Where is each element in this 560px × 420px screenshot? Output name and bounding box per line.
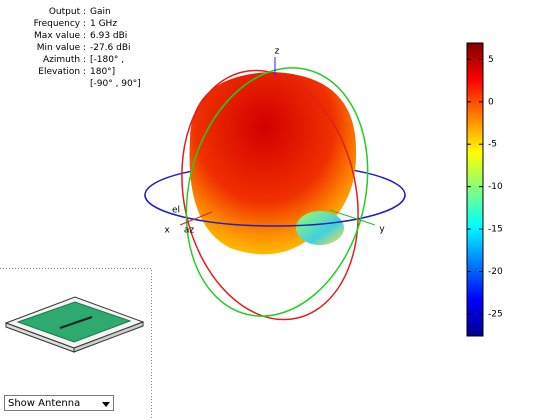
info-label: Azimuth :: [43, 55, 86, 65]
axis-label: el: [172, 206, 180, 216]
colorbar-tick-label: -15: [488, 225, 503, 235]
info-row: Elevation : 180°]: [4, 66, 141, 78]
elevation-circle-green: [185, 67, 369, 317]
colorbar-tick-label: 5: [488, 55, 494, 65]
info-row: Max value : 6.93 dBi: [4, 30, 141, 42]
dropdown[interactable]: Show Antenna: [4, 395, 114, 411]
colorbar-tick-label: -10: [488, 182, 503, 192]
info-label: Max value :: [34, 31, 86, 41]
pattern-surface: [189, 72, 357, 255]
dipole: [59, 316, 93, 329]
colorbar-tick-label: -5: [488, 140, 497, 150]
colorbar-tick-label: 0: [488, 97, 494, 107]
preview-border: [0, 268, 152, 420]
axis-label: az: [184, 226, 195, 236]
azimuth-circle-front: [144, 194, 406, 227]
info-label: Min value :: [36, 43, 86, 53]
info-value: 1 GHz: [90, 19, 118, 29]
info-value: [-180° ,: [90, 55, 125, 65]
info-row: Azimuth : [-180° ,: [4, 54, 141, 66]
info-label: Elevation :: [38, 67, 86, 77]
axis-label: x: [164, 226, 170, 236]
ground-plane-side: [73, 321, 144, 353]
info-value: 180°]: [90, 67, 116, 77]
dropdown-text: Show Antenna: [8, 398, 81, 409]
colorbar-tick-label: -20: [488, 267, 503, 277]
dropdown-arrow: [102, 402, 110, 407]
info-value: Gain: [90, 7, 111, 17]
info-row: Min value : -27.6 dBi: [4, 42, 141, 54]
info-value: -27.6 dBi: [90, 43, 131, 53]
info-value: 6.93 dBi: [90, 31, 128, 41]
info-extra: [-90° , 90°]: [90, 79, 141, 89]
axis-label: z: [275, 47, 280, 57]
colorbar: [466, 42, 484, 337]
info-label: Output :: [48, 7, 86, 17]
x-axis-line: [179, 211, 213, 226]
colorbar-tick-label: -25: [488, 309, 503, 319]
substrate: [16, 301, 132, 343]
info-row: Frequency : 1 GHz: [4, 18, 141, 30]
info-panel: Output : Gain Frequency : 1 GHz Max value : 6…: [4, 6, 141, 90]
pattern-lobe: [296, 211, 344, 245]
info-label: Frequency :: [33, 19, 86, 29]
y-axis-line: [329, 209, 376, 226]
axis-label: y: [379, 225, 385, 235]
info-row: Output : Gain: [4, 6, 141, 18]
